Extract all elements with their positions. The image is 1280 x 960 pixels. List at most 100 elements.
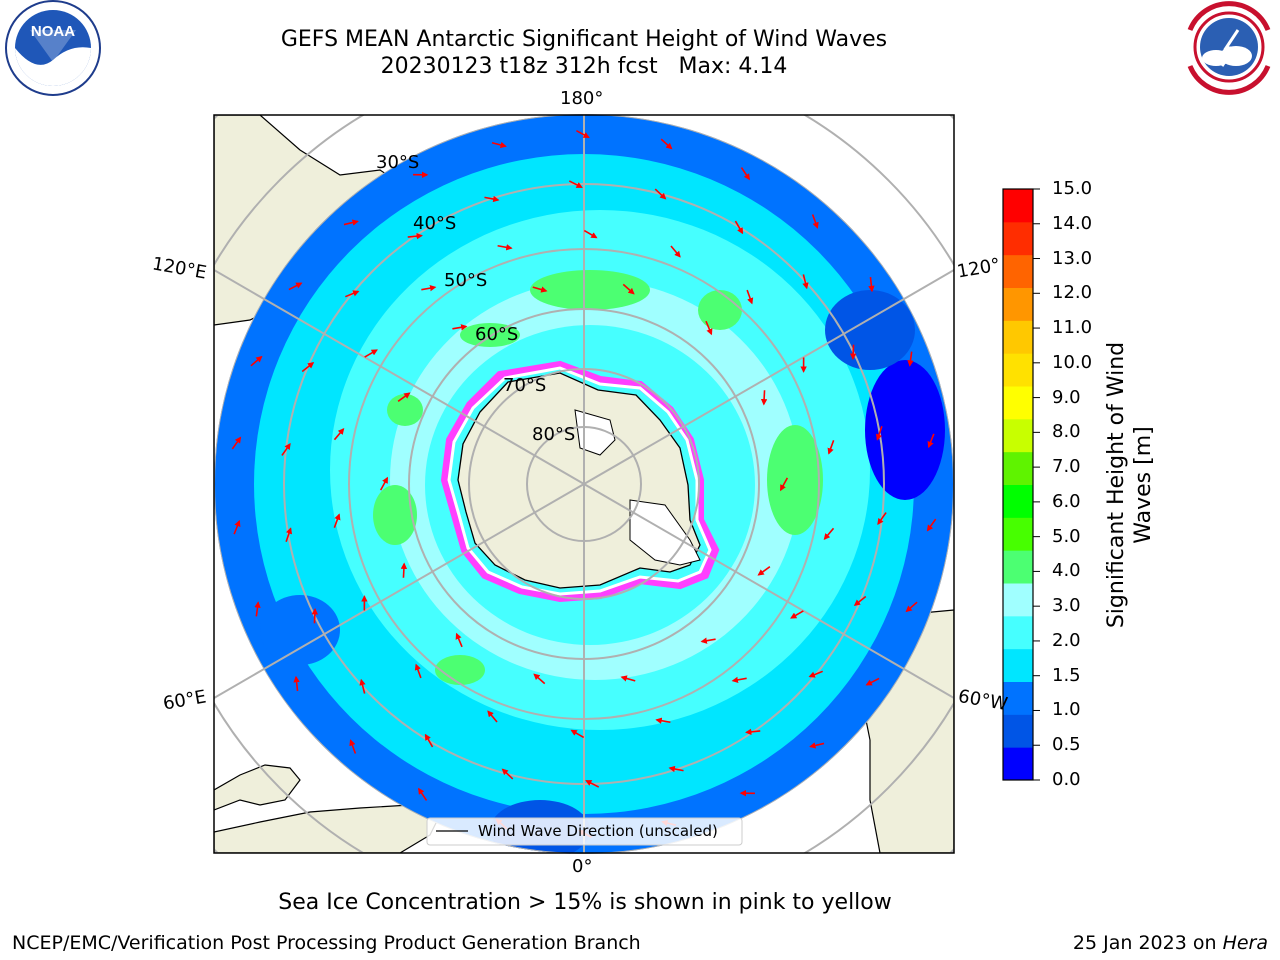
colorbar-tick-label: 12.0 [1052,282,1093,304]
wind-wave-arrow [311,608,319,624]
footer-host: Hera [1222,932,1268,954]
lat-label-40s: 40°S [413,213,457,234]
colorbar-frame [1002,188,1034,781]
wind-wave-arrow [455,632,463,648]
wind-wave-arrow [827,440,835,455]
wind-wave-arrow [333,513,341,528]
lat-label-30s: 30°S [376,152,420,173]
wind-wave-arrow [452,324,468,331]
wind-wave-arrow [877,512,887,526]
sea-ice-note: Sea Ice Concentration > 15% is shown in … [278,890,892,915]
map-frame [213,114,955,854]
wind-wave-arrow [926,518,937,532]
wind-wave-arrow [654,188,667,200]
wind-wave-arrow [424,733,434,748]
colorbar-segment [1003,517,1033,551]
wind-wave-arrow [397,392,411,402]
colorbar-tick-label: 5.0 [1052,525,1081,547]
wind-wave-arrow [497,244,513,251]
noaa-logo-text: NOAA [31,23,75,40]
colorbar [1003,188,1040,781]
wind-wave-arrow [811,214,819,229]
wind-wave-arrow [301,362,315,373]
wind-wave-arrow [734,220,744,235]
wind-wave-arrow [333,427,345,441]
wind-wave-arrow [231,436,242,450]
wind-wave-arrow [364,349,378,358]
wind-wave-arrow [670,245,681,258]
colorbar-segment [1003,451,1033,485]
colorbar-segment [1003,484,1033,518]
wind-wave-arrow [414,663,422,679]
colorbar-tick-label: 8.0 [1052,421,1081,443]
colorbar-tick-label: 11.0 [1052,317,1093,339]
wind-wave-arrow [790,610,804,619]
wind-wave-arrow [660,138,673,150]
wind-wave-arrow [700,637,716,644]
wind-wave-arrow [400,562,408,578]
lat-label-60s: 60°S [475,324,519,345]
wind-wave-arrow [293,675,300,692]
wind-wave-arrow [868,276,875,293]
colorbar-tick-label: 0.0 [1052,769,1081,790]
outer-graticule [214,115,954,853]
colorbar-tick-label: 4.0 [1052,560,1081,582]
lon-label-0: 0° [572,856,593,877]
wind-wave-arrow [288,282,303,291]
wind-wave-arrow [907,351,914,367]
colorbar-segment [1003,615,1033,650]
wind-wave-arrow [620,675,636,682]
wind-wave-arrow [760,390,768,406]
wind-wave-arrow [343,219,359,226]
wind-wave-arrow [757,566,771,576]
colorbar-segment [1003,189,1033,223]
wind-wave-arrow [808,670,823,678]
lat-label-70s: 70°S [503,375,547,396]
colorbar-segment [1003,418,1033,453]
colorbar-label-line1: Significant Height of Wind [1104,341,1129,629]
wind-wave-arrow [379,476,389,491]
wind-wave-arrow [576,129,590,139]
wind-wave-arrow [418,787,428,801]
colorbar-segment [1003,386,1033,420]
wind-wave-arrow [849,344,857,360]
wind-wave-arrow [487,710,498,723]
wind-wave-arrow [809,742,825,749]
colorbar-tick-label: 15.0 [1052,178,1093,199]
chart-title: GEFS MEAN Antarctic Significant Height o… [0,26,1168,80]
colorbar-segment [1003,583,1033,617]
colorbar-tick-label: 3.0 [1052,595,1081,617]
colorbar-tick-label: 13.0 [1052,247,1093,269]
wind-wave-arrow [570,729,585,739]
wind-wave-arrow [853,595,867,606]
wind-wave-arrow [875,426,883,441]
colorbar-segment [1003,254,1033,288]
colorbar-tick-label: 2.0 [1052,629,1081,651]
lon-label-180: 180° [560,88,604,109]
wind-wave-arrow [281,442,291,456]
wind-wave-arrows [231,129,937,839]
colorbar-tick-label: 7.0 [1052,456,1081,478]
wind-wave-arrow [501,768,514,780]
wind-wave-arrow [583,229,598,239]
wind-wave-arrow [622,283,635,295]
wind-wave-arrow [731,676,747,684]
wind-wave-arrow [532,286,548,293]
colorbar-segment [1003,747,1033,781]
wind-wave-arrow [745,728,761,736]
colorbar-segment [1003,550,1033,584]
wind-wave-arrow [407,232,423,240]
wind-wave-arrow [345,290,360,298]
wind-wave-arrow [740,167,750,181]
colorbar-tick-label: 10.0 [1052,351,1093,373]
title-line-2: 20230123 t18z 312h fcst Max: 4.14 [380,54,788,79]
wind-wave-arrow [655,717,671,724]
wind-wave-arrow [779,477,789,492]
colorbar-segment [1003,287,1033,321]
footer-date-text: 25 Jan 2023 on [1072,932,1223,954]
wind-wave-arrow [233,519,241,535]
colorbar-label-line2: Waves [m] [1131,426,1156,544]
nws-logo [1182,0,1276,95]
colorbar-tick-label: 1.0 [1052,699,1081,721]
lat-label-50s: 50°S [444,270,488,291]
